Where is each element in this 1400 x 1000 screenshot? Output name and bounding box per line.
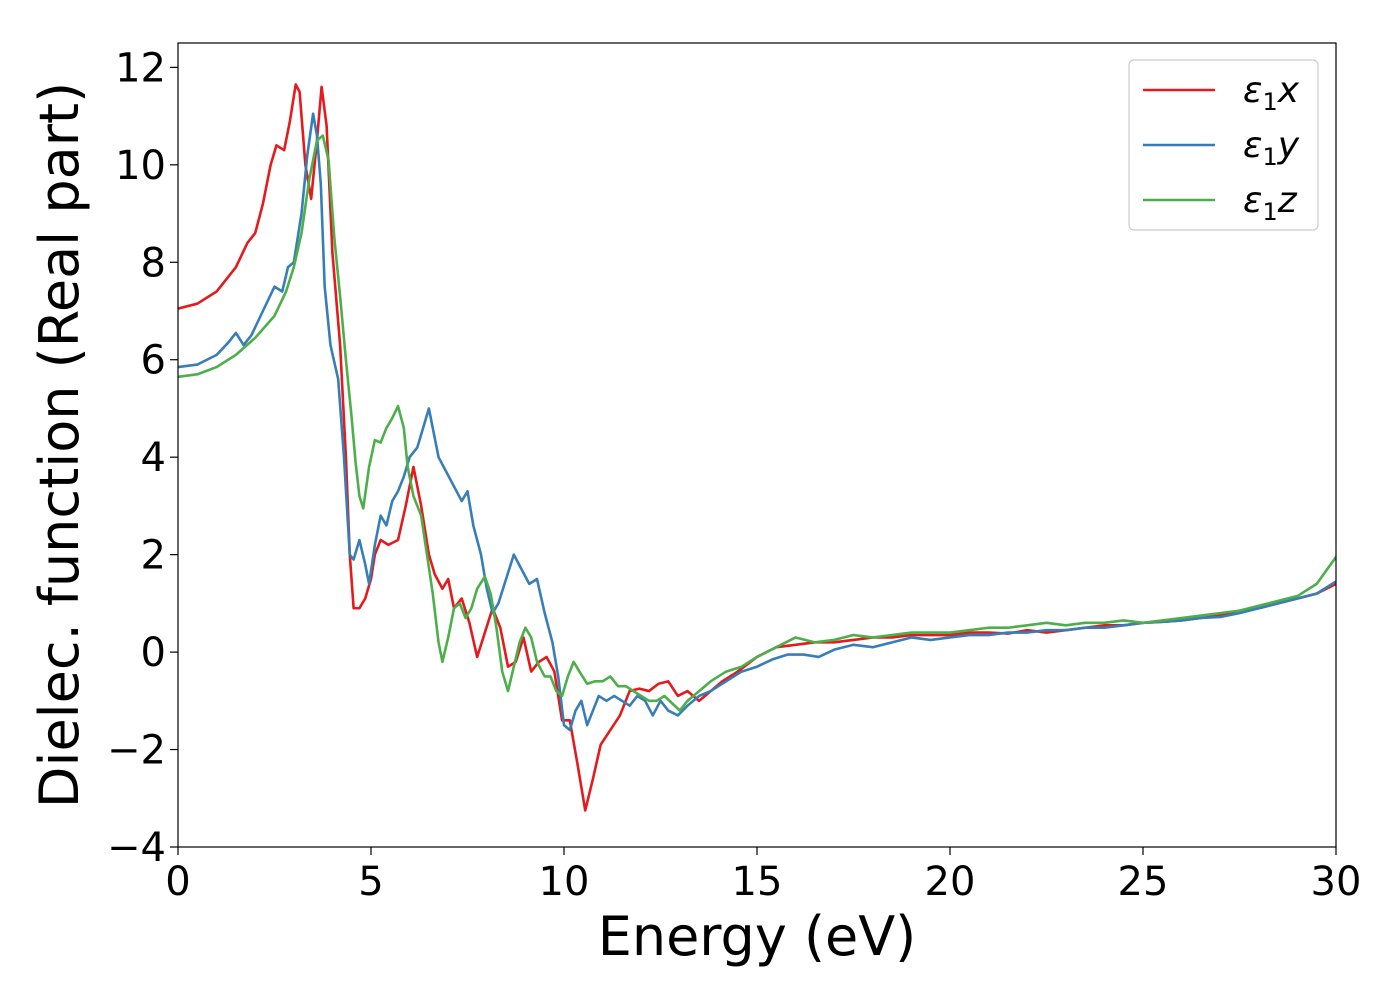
y-tick-label: 10 [115,143,166,189]
legend-label-3: ε1z [1243,180,1298,226]
y-tick-label: 2 [141,533,166,579]
legend-label-2: ε1y [1243,125,1300,171]
y-tick-label: 8 [141,240,166,286]
x-axis-label: Energy (eV) [598,905,917,968]
y-tick-label: −2 [107,728,166,774]
y-axis: −4 −2 0 2 4 6 8 10 12 [107,45,178,871]
x-tick-label: 25 [1118,859,1169,905]
y-tick-label: 12 [115,45,166,91]
series-line-2 [178,112,1336,732]
x-tick-label: 5 [358,859,383,905]
y-tick-label: 6 [141,338,166,384]
x-tick-label: 30 [1311,859,1362,905]
series-line-3 [178,134,1336,712]
x-axis: 0 5 10 15 20 25 30 [165,847,1361,905]
legend-label-1: ε1x [1243,70,1300,116]
legend-box [1128,59,1319,231]
series-layer [178,83,1336,812]
x-tick-label: 0 [165,859,190,905]
legend: ε1x ε1y ε1z [1128,59,1319,231]
x-tick-label: 20 [925,859,976,905]
y-axis-label: Dielec. function (Real part) [28,82,91,808]
x-tick-label: 15 [732,859,783,905]
x-tick-label: 10 [539,859,590,905]
y-tick-label: −4 [107,825,166,871]
y-tick-label: 0 [141,630,166,676]
y-tick-label: 4 [141,435,166,481]
